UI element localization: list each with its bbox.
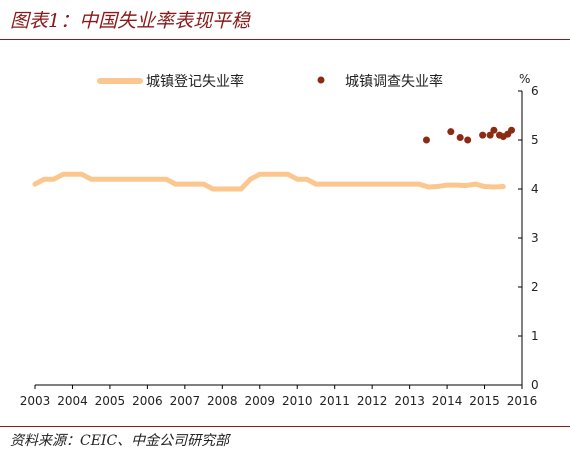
x-tick-label: 2004 [57, 394, 88, 408]
series-point-surveyed [479, 131, 487, 139]
x-tick-label: 2015 [469, 394, 500, 408]
surveyed-series [422, 126, 516, 144]
y-tick-label: 0 [531, 378, 539, 392]
y-tick-label: 6 [531, 84, 539, 98]
legend: 城镇登记失业率 城镇调查失业率 [97, 73, 443, 90]
series-point-surveyed [490, 126, 498, 134]
legend-label-registered: 城镇登记失业率 [146, 73, 244, 90]
x-tick-label: 2003 [20, 394, 51, 408]
legend-swatch-surveyed [317, 76, 325, 84]
x-tick-label: 2016 [507, 394, 538, 408]
registered-series [32, 171, 506, 192]
series-line-registered [32, 171, 506, 192]
figure-source: 资料来源：CEIC、中金公司研究部 [10, 433, 230, 449]
title-rule [0, 39, 570, 40]
x-tick-label: 2010 [282, 394, 313, 408]
series-point-surveyed [456, 134, 464, 142]
legend-label-surveyed: 城镇调查失业率 [345, 73, 443, 90]
y-tick-label: 3 [531, 231, 539, 245]
y-axis: 0 1 2 3 4 5 6 [518, 84, 539, 392]
series-point-surveyed [447, 128, 455, 136]
x-tick-label: 2013 [394, 394, 425, 408]
y-tick-label: 1 [531, 329, 539, 343]
x-tick-label: 2007 [170, 394, 201, 408]
x-tick-label: 2011 [319, 394, 350, 408]
x-tick-label: 2009 [244, 394, 275, 408]
y-tick-label: 5 [531, 133, 539, 147]
x-tick-label: 2014 [432, 394, 463, 408]
x-axis: 2003 2004 2005 2006 2007 2008 2009 2010 2011 2012… [20, 384, 538, 408]
y-tick-label: 2 [531, 280, 539, 294]
series-point-surveyed [464, 136, 472, 144]
source-rule [0, 426, 570, 427]
x-tick-label: 2012 [357, 394, 388, 408]
series-point-surveyed [486, 131, 494, 139]
x-tick-label: 2005 [95, 394, 126, 408]
y-tick-label: 4 [531, 182, 539, 196]
y-axis-unit: % [519, 72, 530, 86]
x-tick-label: 2006 [132, 394, 163, 408]
x-tick-label: 2008 [207, 394, 238, 408]
series-point-surveyed [508, 126, 516, 134]
figure-title: 图表1：中国失业率表现平稳 [10, 10, 251, 32]
series-point-surveyed [422, 136, 430, 144]
